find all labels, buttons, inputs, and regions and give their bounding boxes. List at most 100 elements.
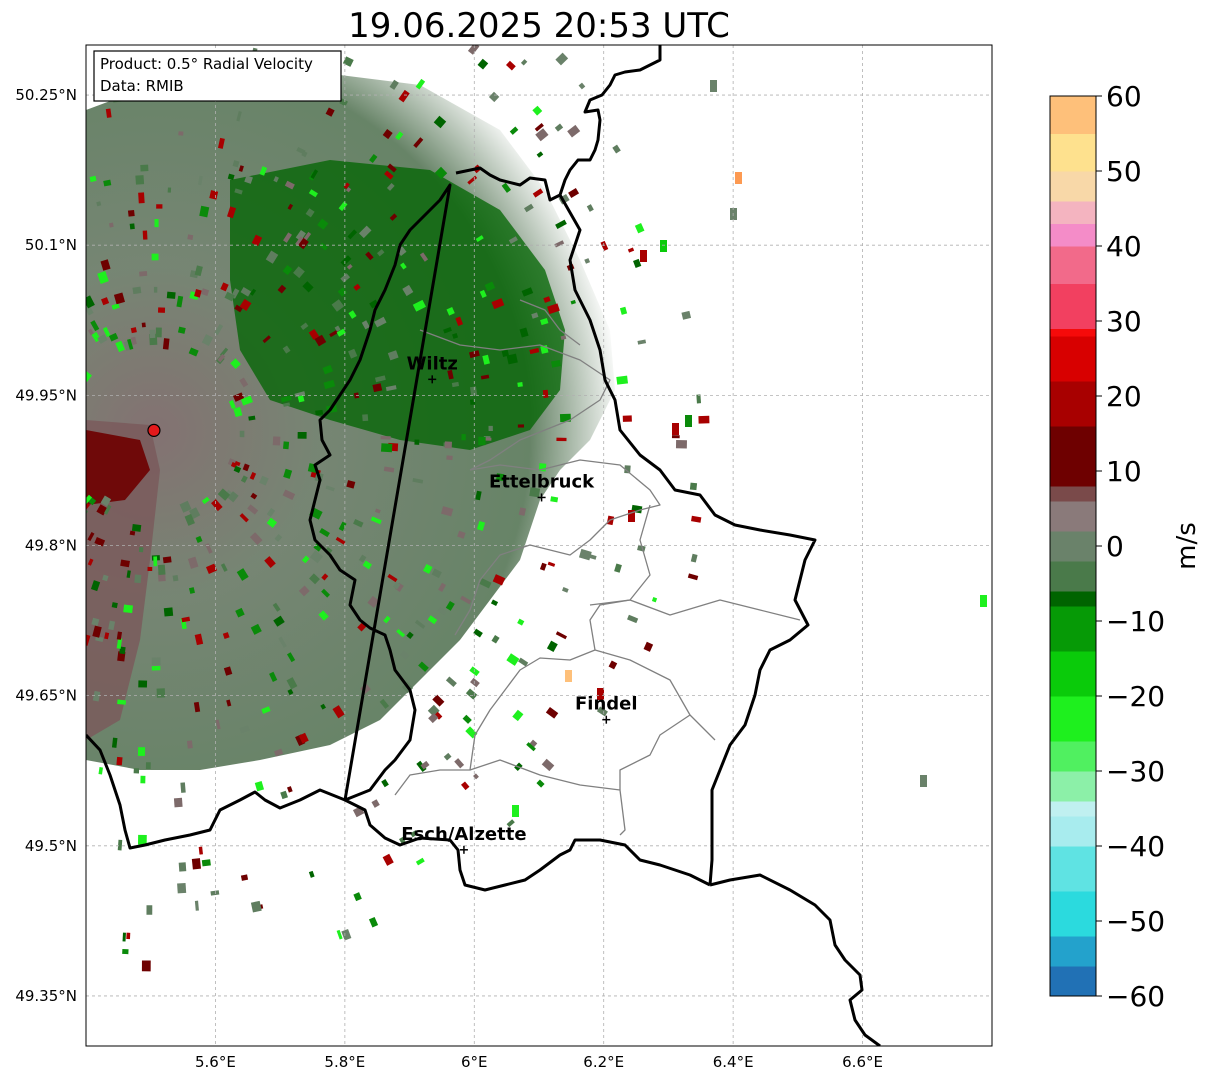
echo-cell <box>475 490 482 501</box>
echo-cell <box>302 281 314 293</box>
echo-cell <box>482 354 490 365</box>
echo-cell <box>369 299 379 309</box>
echo-cell <box>137 747 146 757</box>
country-borders <box>86 45 881 1046</box>
echo-cell <box>240 287 252 297</box>
echo-cell <box>473 628 483 638</box>
echo-cell <box>157 564 166 576</box>
echo-cell <box>274 534 283 542</box>
colorbar-band <box>1050 891 1096 937</box>
echo-cell <box>286 677 298 690</box>
echo-cell <box>155 327 162 338</box>
echo-cell <box>224 291 235 302</box>
echo-cell <box>398 89 410 103</box>
echo-cell <box>153 556 158 567</box>
echo-cell <box>422 563 433 574</box>
echo-cell <box>142 230 148 240</box>
echo-cell <box>348 348 358 359</box>
echo-cell <box>479 289 487 299</box>
echo-cell <box>298 732 309 744</box>
canton-border-south-1 <box>594 649 716 741</box>
echo-cell <box>293 266 305 279</box>
echo-cell <box>211 499 223 512</box>
echo-cell <box>386 182 395 191</box>
echo-cell <box>227 206 237 219</box>
echo-cell <box>518 657 529 667</box>
echo-cell <box>362 414 369 422</box>
echo-cell <box>103 179 112 187</box>
echo-cell <box>129 223 135 230</box>
echo-cell <box>336 328 346 337</box>
echo-cell <box>145 762 151 769</box>
echo-cell <box>325 547 333 554</box>
echo-cell <box>541 758 555 772</box>
echo-cell <box>382 128 393 140</box>
echo-cell <box>395 131 404 141</box>
echo-cell <box>274 748 284 757</box>
echo-cell <box>97 270 109 284</box>
echo-cell <box>297 395 305 403</box>
echo-cell <box>239 513 249 523</box>
colorbar-tick-label: −60 <box>1106 980 1165 1013</box>
echo-cell <box>282 345 291 354</box>
echo-cell <box>98 767 103 775</box>
echo-field-outbound-strong <box>86 430 150 505</box>
colorbar-tick-label: 40 <box>1106 230 1142 263</box>
luxembourg-border <box>308 45 817 892</box>
echo-cell <box>232 160 240 168</box>
echo-cell <box>154 219 159 228</box>
echo-cell <box>492 574 506 586</box>
echo-cell <box>244 175 253 184</box>
echo-cell <box>134 574 142 584</box>
echo-cell <box>166 291 176 299</box>
colorbar-tick-label: 30 <box>1106 305 1142 338</box>
echo-cell <box>122 949 129 955</box>
echo-cell <box>506 819 515 828</box>
echo-cell <box>239 377 249 388</box>
echo-cell <box>242 463 250 472</box>
echo-cell <box>86 496 88 508</box>
echo-cell <box>383 466 395 473</box>
echo-cell <box>584 258 591 264</box>
echo-cell <box>116 756 123 766</box>
echo-cell <box>249 288 257 296</box>
lat-tick-label: 49.5°N <box>25 837 77 855</box>
colorbar-band <box>1050 591 1096 607</box>
colorbar-band <box>1050 486 1096 502</box>
echo-cell <box>100 259 111 271</box>
echo-cell <box>469 350 480 359</box>
echo-cell <box>177 882 187 894</box>
echo-cell <box>153 286 158 293</box>
canton-borders <box>394 299 801 836</box>
echo-cell <box>297 431 307 439</box>
echo-cell <box>100 495 112 507</box>
echo-cell <box>157 307 166 313</box>
echo-cell <box>284 180 295 190</box>
echo-cell <box>501 349 510 357</box>
echo-cell <box>194 265 203 277</box>
echo-cell <box>108 620 116 631</box>
echo-cell <box>151 665 161 671</box>
echo-cell <box>230 358 241 370</box>
echo-cell <box>162 556 172 564</box>
echo-cell <box>220 563 228 572</box>
echo-cell <box>710 80 717 92</box>
echo-cell <box>536 779 545 788</box>
echo-cell <box>87 558 94 566</box>
echo-cell <box>565 670 572 682</box>
echo-cell <box>338 201 348 212</box>
echo-cell <box>130 327 137 334</box>
echo-cell <box>116 638 123 649</box>
lon-tick-label: 6.6°E <box>842 1053 883 1071</box>
echo-cell <box>588 554 597 560</box>
echo-cell <box>135 175 145 185</box>
echo-cell <box>105 108 112 118</box>
info-product: Product: 0.5° Radial Velocity <box>100 55 313 73</box>
echo-cell <box>612 144 621 154</box>
colorbar-band <box>1050 501 1096 532</box>
echo-cell <box>616 375 629 385</box>
lat-tick-label: 50.1°N <box>25 236 77 254</box>
echo-cell <box>434 711 443 720</box>
echo-cell <box>119 646 126 655</box>
colorbar-band <box>1050 381 1096 427</box>
